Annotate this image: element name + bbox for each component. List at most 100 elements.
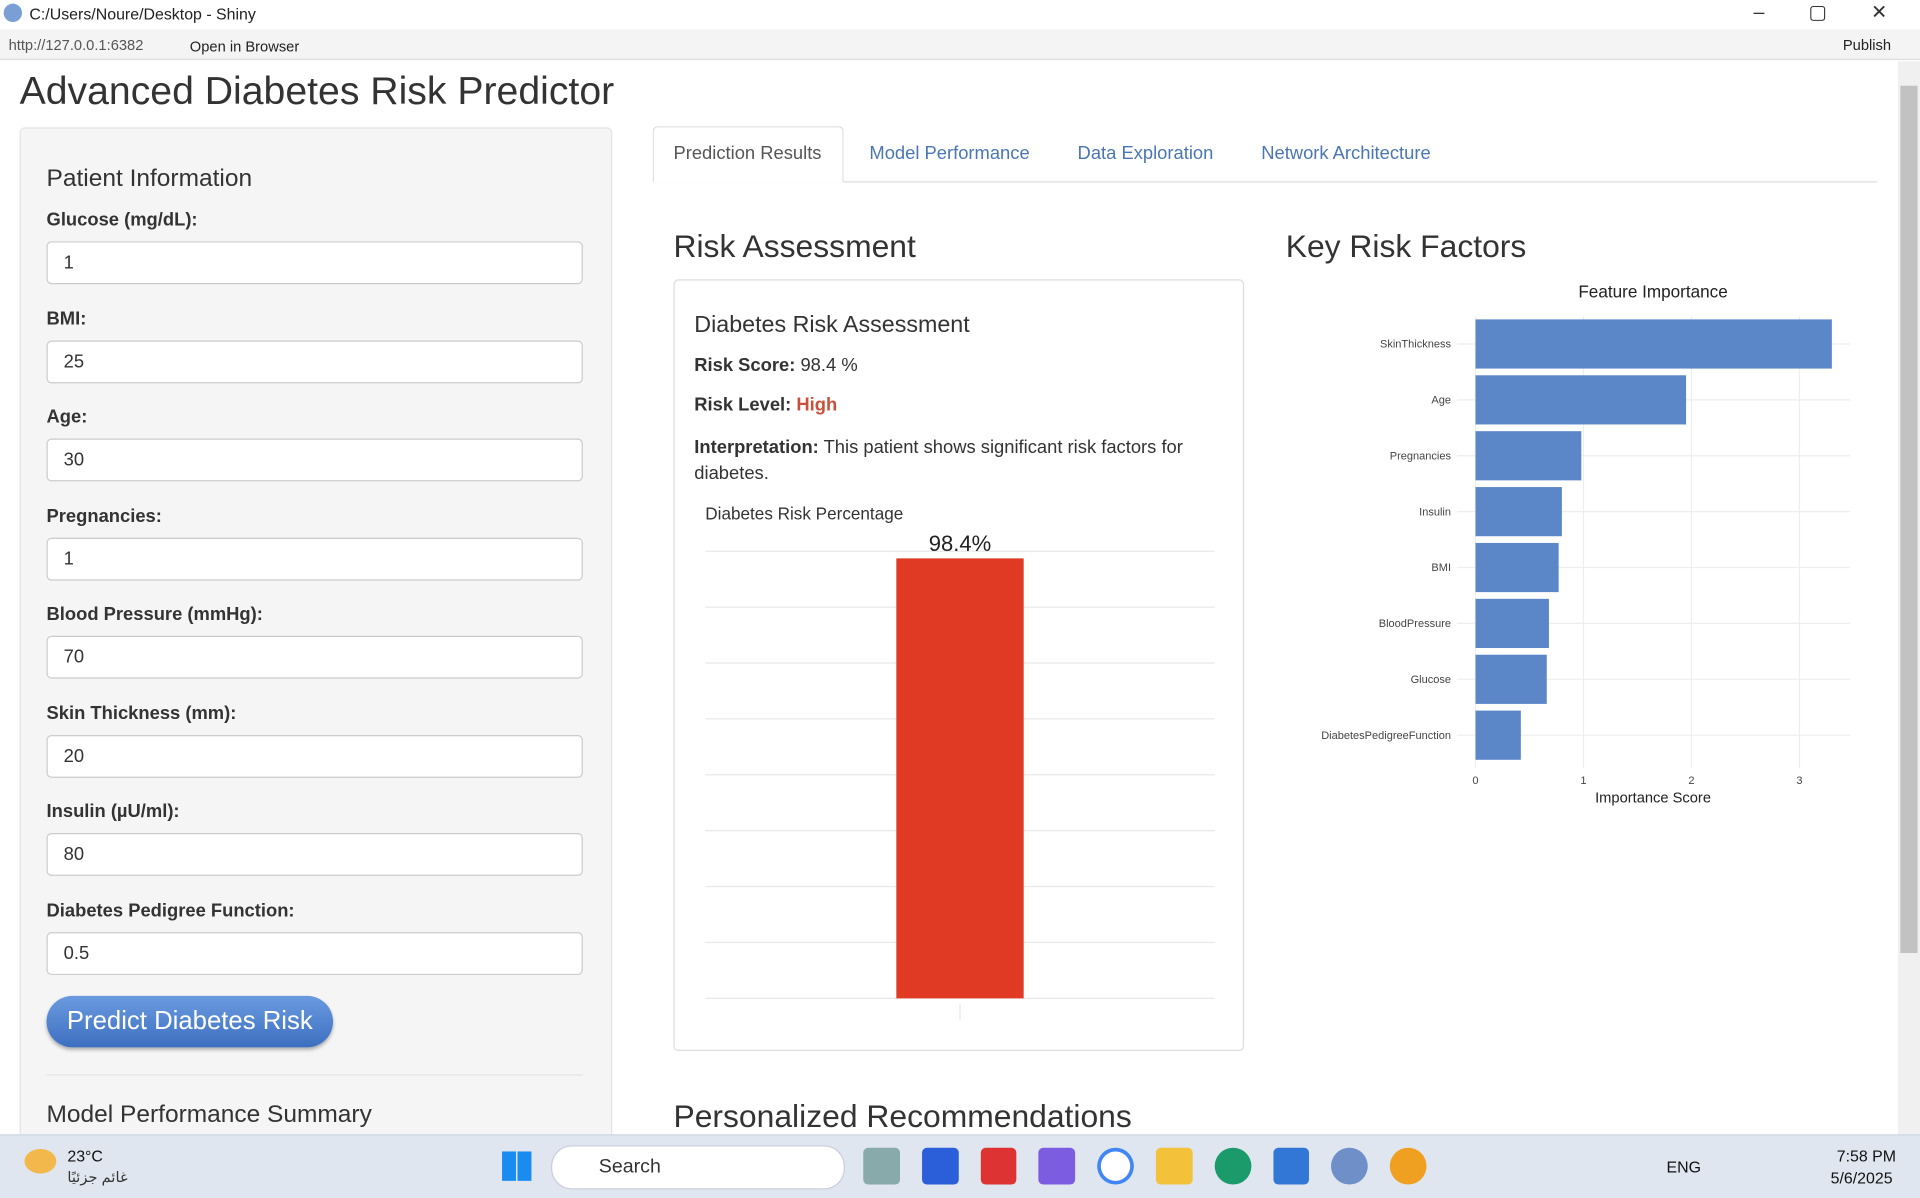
bar [1475, 375, 1687, 425]
open-browser[interactable]: Open in Browser [189, 37, 300, 56]
x-tick-label: 1 [1580, 775, 1586, 787]
divider [46, 1074, 583, 1076]
label: Risk Score: [694, 355, 796, 377]
y-tick-label: SkinThickness [1380, 339, 1451, 351]
tab-line [652, 181, 1878, 183]
scrollbar[interactable] [1897, 61, 1920, 1135]
tab-active [652, 126, 844, 183]
taskbar-apps[interactable] [863, 1147, 1427, 1185]
input[interactable]: 70 [46, 635, 583, 679]
tab[interactable]: Prediction Results [673, 143, 822, 165]
bar [1475, 431, 1582, 481]
input[interactable]: 20 [46, 734, 583, 778]
y-tick-label: Glucose [1411, 674, 1451, 686]
input[interactable]: 1 [46, 537, 583, 581]
toolbar [0, 29, 1920, 61]
y-tick-label: BMI [1431, 562, 1451, 574]
temp[interactable]: 23°C [67, 1146, 103, 1165]
date[interactable]: 5/6/2025 [1830, 1168, 1893, 1187]
risk-heading: Risk Assessment [673, 227, 916, 265]
input-label: Pregnancies: [46, 505, 162, 527]
x-tick-label: 2 [1688, 775, 1694, 787]
charts: Diabetes Risk Percentage 98.4% Feature Imp… [705, 282, 1851, 1021]
tab[interactable]: Model Performance [869, 143, 1030, 165]
value: High [796, 394, 838, 416]
box-title: Diabetes Risk Assessment [694, 312, 970, 339]
input[interactable]: 25 [46, 339, 583, 383]
bar [1475, 598, 1549, 649]
input-label: BMI: [46, 308, 87, 329]
value: 98.4 % [800, 355, 858, 377]
weather-icon[interactable] [24, 1149, 57, 1174]
scroll-thumb[interactable] [1900, 85, 1918, 954]
publish[interactable]: Publish [1842, 36, 1892, 54]
bar [1475, 319, 1832, 369]
risk-level: Risk Level: High [694, 394, 837, 415]
window-controls[interactable]: –▢✕ [1753, 2, 1920, 24]
chart-title: Feature Importance [1578, 282, 1727, 302]
tab[interactable]: Network Architecture [1261, 143, 1431, 165]
factors-heading: Key Risk Factors [1285, 227, 1527, 265]
bar [1475, 542, 1559, 593]
input-label: Insulin (µU/ml): [46, 801, 180, 822]
taskbar [0, 1134, 1920, 1198]
risk-score: Risk Score: 98.4 % [694, 355, 857, 376]
sidebar-heading: Patient Information [46, 165, 253, 193]
y-tick-label: BloodPressure [1379, 618, 1451, 630]
url: http://127.0.0.1:6382 [8, 36, 144, 54]
search[interactable]: Search [598, 1156, 661, 1178]
input-label: Glucose (mg/dL): [46, 209, 198, 231]
app[interactable] [980, 1147, 1017, 1185]
bar [1475, 710, 1521, 760]
app[interactable] [1155, 1147, 1193, 1185]
app-icon [3, 3, 23, 23]
y-tick-label: Pregnancies [1390, 450, 1452, 462]
y-tick-label: Insulin [1419, 506, 1451, 518]
window-title: C:/Users/Noure/Desktop - Shiny [29, 4, 256, 24]
start[interactable] [502, 1151, 532, 1181]
app[interactable] [1273, 1147, 1310, 1185]
tab[interactable]: Data Exploration [1077, 143, 1214, 165]
input[interactable]: 1 [46, 241, 583, 285]
recommendations-heading: Personalized Recommendations [673, 1097, 1132, 1135]
input[interactable]: 80 [46, 832, 583, 876]
app[interactable] [921, 1147, 959, 1185]
interpretation: Interpretation: This patient shows signi… [694, 435, 1208, 486]
input[interactable]: 0.5 [46, 931, 583, 975]
weather[interactable]: غائم جزئيًا [67, 1168, 128, 1186]
app[interactable] [1038, 1147, 1076, 1185]
label: Interpretation: [694, 437, 819, 459]
app-title: Advanced Diabetes Risk Predictor [19, 68, 615, 113]
bar [896, 558, 1024, 999]
input-label: Skin Thickness (mm): [46, 702, 237, 724]
input[interactable]: 30 [46, 438, 583, 482]
lang[interactable]: ENG [1666, 1157, 1702, 1176]
summary-heading: Model Performance Summary [46, 1101, 372, 1129]
app[interactable] [1331, 1147, 1369, 1185]
x-tick-label: 3 [1796, 775, 1802, 787]
value-label: 98.4% [929, 531, 991, 556]
x-tick-label: 0 [1472, 775, 1478, 787]
title-bar [0, 0, 1920, 29]
app[interactable] [1390, 1147, 1427, 1185]
input-label: Blood Pressure (mmHg): [46, 603, 263, 625]
app[interactable] [863, 1147, 900, 1185]
value: This patient shows significant risk fact… [694, 437, 1183, 484]
chart-title: Diabetes Risk Percentage [705, 503, 903, 523]
input-label: Diabetes Pedigree Function: [46, 899, 295, 921]
app[interactable] [1214, 1147, 1251, 1185]
y-tick-label: DiabetesPedigreeFunction [1321, 730, 1451, 742]
predict-button[interactable]: Predict Diabetes Risk [46, 995, 334, 1048]
input-label: Age: [46, 406, 88, 428]
app[interactable] [1097, 1147, 1134, 1185]
time[interactable]: 7:58 PM [1836, 1146, 1897, 1165]
bar [1475, 487, 1562, 537]
y-tick-label: Age [1431, 395, 1451, 407]
label: Risk Level: [694, 394, 792, 416]
search-box[interactable] [551, 1145, 845, 1190]
risk-box [673, 279, 1245, 1052]
bar [1475, 654, 1547, 704]
x-axis-label: Importance Score [1595, 790, 1711, 806]
